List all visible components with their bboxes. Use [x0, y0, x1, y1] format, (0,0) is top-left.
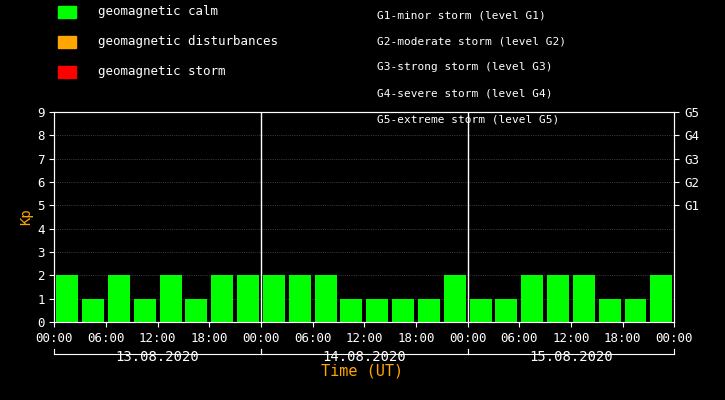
Text: G2-moderate storm (level G2): G2-moderate storm (level G2) — [377, 36, 566, 46]
Bar — [237, 275, 259, 322]
Text: geomagnetic disturbances: geomagnetic disturbances — [98, 36, 278, 48]
Text: G5-extreme storm (level G5): G5-extreme storm (level G5) — [377, 114, 559, 124]
Bar — [418, 299, 440, 322]
Bar — [57, 275, 78, 322]
Bar — [547, 275, 569, 322]
Text: 15.08.2020: 15.08.2020 — [529, 350, 613, 364]
Bar — [624, 299, 647, 322]
Bar — [263, 275, 285, 322]
Bar — [521, 275, 543, 322]
Text: Time (UT): Time (UT) — [321, 363, 404, 378]
Bar — [573, 275, 594, 322]
Text: G1-minor storm (level G1): G1-minor storm (level G1) — [377, 10, 546, 20]
Text: G4-severe storm (level G4): G4-severe storm (level G4) — [377, 88, 552, 98]
Bar — [470, 299, 492, 322]
Bar — [160, 275, 181, 322]
Bar — [315, 275, 336, 322]
Bar — [108, 275, 130, 322]
Bar — [211, 275, 233, 322]
Bar — [392, 299, 414, 322]
Bar — [341, 299, 362, 322]
Bar — [289, 275, 311, 322]
Bar — [444, 275, 465, 322]
Text: 14.08.2020: 14.08.2020 — [323, 350, 406, 364]
Bar — [366, 299, 388, 322]
Text: geomagnetic calm: geomagnetic calm — [98, 6, 218, 18]
Bar — [186, 299, 207, 322]
Bar — [650, 275, 672, 322]
Text: 13.08.2020: 13.08.2020 — [116, 350, 199, 364]
Bar — [495, 299, 518, 322]
Bar — [82, 299, 104, 322]
Y-axis label: Kp: Kp — [19, 209, 33, 225]
Text: G3-strong storm (level G3): G3-strong storm (level G3) — [377, 62, 552, 72]
Bar — [134, 299, 156, 322]
Bar — [599, 299, 621, 322]
Text: geomagnetic storm: geomagnetic storm — [98, 66, 225, 78]
